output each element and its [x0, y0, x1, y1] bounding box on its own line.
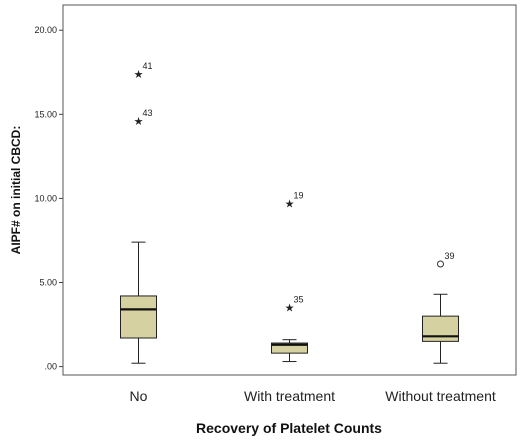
outlier-circle — [437, 260, 444, 268]
y-tick-label: 15.00 — [34, 109, 57, 119]
category-label: Without treatment — [385, 388, 496, 404]
iqr-box — [422, 315, 459, 342]
box-group: 39 — [422, 251, 459, 364]
y-tick-label: 10.00 — [34, 193, 57, 203]
y-tick-label: .00 — [44, 362, 57, 372]
iqr-box — [271, 342, 308, 354]
outlier-label: 19 — [294, 190, 304, 200]
box-group: ★41★43 — [120, 61, 157, 364]
outlier-label: 43 — [143, 108, 153, 118]
outlier-star: ★ — [285, 303, 295, 315]
outlier-label: 41 — [143, 61, 153, 71]
y-tick-label: 5.00 — [39, 278, 57, 288]
outlier-star: ★ — [134, 116, 144, 128]
outlier-star: ★ — [134, 69, 144, 81]
y-axis: .00 5.00 10.00 15.00 20.00 — [34, 25, 63, 372]
category-label: With treatment — [244, 388, 335, 404]
box-group: ★19★35 — [271, 190, 308, 363]
x-axis-title: Recovery of Platelet Counts — [196, 420, 382, 436]
y-axis-title: AIPF# on initial CBCD: — [9, 126, 23, 255]
iqr-box — [120, 295, 157, 339]
category-label: No — [130, 388, 148, 404]
y-tick-label: 20.00 — [34, 25, 57, 35]
outlier-label: 35 — [294, 295, 304, 305]
outlier-star: ★ — [285, 198, 295, 210]
outlier-label: 39 — [445, 251, 455, 261]
category-labels: No With treatment Without treatment — [130, 388, 496, 404]
